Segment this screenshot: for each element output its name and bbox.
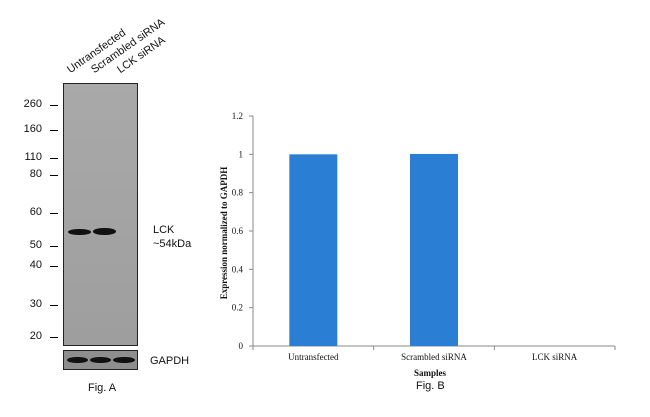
mw-marker-110: 110	[24, 151, 42, 163]
bar-scrambled-sirna	[410, 153, 458, 346]
x-axis-title: Samples	[413, 368, 446, 378]
mw-tick-160	[50, 130, 58, 131]
mw-tick-20	[50, 337, 58, 338]
y-tick-label: 0	[239, 341, 244, 351]
mw-tick-80	[50, 175, 58, 176]
y-tick-label: 0.6	[232, 226, 244, 236]
mw-marker-20: 20	[29, 330, 42, 342]
y-tick-label: 0.8	[232, 188, 244, 198]
y-axis: 0 0.2 0.4 0.6 0.8 1 1.2	[232, 111, 254, 351]
category-labels: Untransfected Scrambled siRNA LCK siRNA	[288, 352, 578, 362]
mw-marker-260: 260	[23, 98, 42, 110]
fig-b-caption: Fig. B	[416, 380, 445, 392]
mw-tick-60	[50, 213, 58, 214]
gapdh-band-lane-1	[67, 357, 88, 363]
mw-marker-50: 50	[29, 239, 42, 251]
y-tick-label: 1	[239, 149, 244, 159]
y-tick-label: 0.2	[232, 303, 243, 313]
category-label: LCK siRNA	[532, 352, 578, 362]
mw-tick-40	[50, 266, 58, 267]
mw-tick-30	[50, 305, 58, 306]
y-axis-title: Expression normalized to GAPDH	[219, 166, 229, 300]
category-label: Untransfected	[288, 352, 339, 362]
gapdh-blot	[63, 350, 138, 370]
target-size-label: ~54kDa	[153, 238, 192, 250]
y-tick-label: 0.4	[232, 264, 244, 274]
mw-marker-160: 160	[23, 123, 42, 135]
mw-tick-50	[50, 246, 58, 247]
mw-tick-260	[50, 105, 58, 106]
loading-control-label: GAPDH	[150, 355, 190, 367]
mw-marker-40: 40	[29, 259, 42, 271]
gapdh-band-lane-2	[90, 357, 111, 363]
mw-tick-110	[50, 158, 58, 159]
x-axis	[252, 345, 616, 350]
fig-a-caption: Fig. A	[88, 382, 117, 394]
blot-membrane	[63, 83, 138, 346]
mw-marker-60: 60	[29, 206, 42, 218]
mw-marker-80: 80	[29, 168, 42, 180]
lck-band-lane-1	[68, 229, 91, 235]
bar-untransfected	[289, 154, 338, 346]
mw-marker-30: 30	[29, 298, 42, 310]
bars	[289, 153, 458, 346]
lck-band-lane-2	[93, 228, 116, 235]
target-label: LCK	[153, 224, 175, 236]
y-tick-label: 1.2	[232, 111, 243, 121]
gapdh-band-lane-3	[113, 357, 135, 363]
category-label: Scrambled siRNA	[401, 352, 467, 362]
